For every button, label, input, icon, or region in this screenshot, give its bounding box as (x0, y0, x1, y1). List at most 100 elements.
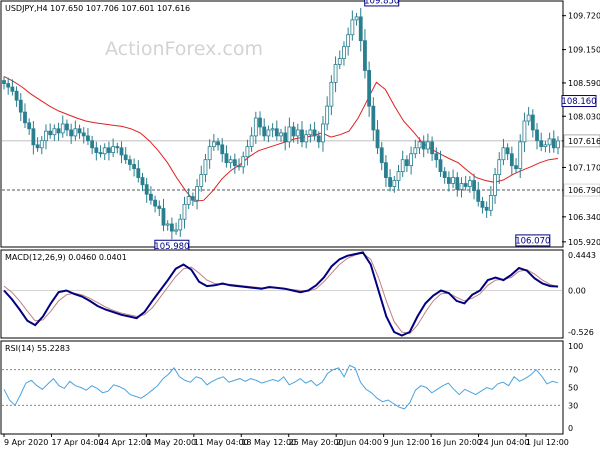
candle-body (446, 177, 451, 184)
candle (321, 115, 325, 152)
y-tick-label: 106.790 (568, 186, 600, 195)
candle-body (547, 138, 552, 146)
candle (86, 128, 90, 145)
price-annotation: 109.850 (364, 0, 400, 7)
candle (31, 120, 36, 155)
annotation-box (515, 234, 551, 247)
candle (182, 196, 187, 229)
candle-body (295, 129, 300, 137)
candle (325, 96, 330, 131)
candle (258, 111, 262, 136)
candle (304, 130, 309, 149)
y-tick-label: 109.150 (568, 46, 600, 55)
candle (211, 133, 216, 151)
candle-body (417, 141, 422, 149)
candle (241, 151, 246, 174)
candle (6, 77, 11, 95)
candle-body (65, 123, 69, 131)
y-tick-label: 107.170 (568, 163, 600, 172)
candle-body (123, 154, 128, 161)
candle-body (442, 171, 447, 178)
candle (363, 29, 367, 79)
y-tick-label: 108.030 (568, 112, 600, 121)
candle (438, 150, 443, 177)
candle-body (425, 141, 430, 150)
candle (119, 141, 124, 164)
candle-body (31, 128, 36, 146)
candle (400, 150, 405, 177)
candle (354, 12, 359, 26)
candle (283, 126, 288, 151)
candle-body (287, 126, 292, 143)
candle (161, 198, 166, 232)
candle (358, 7, 363, 52)
candle (539, 132, 544, 152)
candle (94, 141, 99, 161)
candle-body (266, 129, 271, 137)
candle-body (253, 117, 258, 137)
rsi-y-tick-label: 0 (568, 424, 573, 433)
candle (409, 146, 414, 175)
macd-y-tick-label: 0.4443 (568, 251, 596, 260)
rsi-y-tick-label: 50 (568, 384, 578, 393)
candle-body (224, 153, 229, 164)
candle (144, 177, 149, 203)
candle (472, 173, 476, 200)
annotation-box (364, 0, 400, 7)
candle-body (10, 86, 15, 92)
candle-body (392, 180, 397, 187)
candle-body (161, 208, 166, 226)
y-tick-label: 105.920 (568, 238, 600, 247)
candle-body (484, 206, 489, 211)
candle (543, 140, 548, 153)
candle (547, 132, 552, 153)
candle (90, 136, 95, 155)
candle (266, 125, 271, 143)
candle-body (73, 128, 78, 137)
candle-body (27, 122, 32, 130)
candle (446, 171, 451, 192)
candle-body (539, 140, 544, 148)
candle (333, 56, 338, 93)
candle-body (136, 168, 141, 178)
candle (287, 117, 292, 148)
candle (556, 136, 560, 155)
candle (203, 153, 208, 183)
candle-body (48, 130, 53, 136)
candle-body (56, 128, 61, 134)
candle-body (283, 132, 288, 143)
x-tick-label: 9 Jun 12:00 (384, 438, 430, 447)
candle (417, 137, 422, 155)
candle-body (174, 229, 178, 232)
candle (501, 138, 506, 166)
candle-body (472, 180, 476, 192)
candle-body (321, 123, 325, 143)
candle-body (14, 90, 19, 101)
candle (132, 158, 137, 177)
candle-body (413, 147, 418, 155)
candle-body (228, 159, 233, 164)
candle-body (337, 58, 342, 65)
candle (384, 155, 388, 187)
candle (174, 222, 178, 235)
candle-body (132, 164, 137, 170)
candle-body (291, 126, 296, 137)
y-tick-label: 109.720 (568, 12, 600, 21)
candle (77, 124, 82, 139)
candle (405, 155, 409, 172)
candle (165, 220, 170, 231)
level-price-tag (563, 183, 600, 197)
candle (295, 123, 300, 144)
candle (140, 172, 145, 192)
candle (207, 139, 212, 169)
candle (81, 127, 86, 144)
price-annotation: 108.160 (561, 95, 597, 108)
candle-body (325, 105, 330, 125)
candle (199, 165, 204, 192)
candle-body (409, 153, 414, 167)
candle-body (274, 128, 279, 137)
candle-body (518, 141, 523, 170)
candle-body (203, 159, 208, 175)
annotation-box (561, 95, 597, 108)
candle-body (60, 123, 65, 134)
